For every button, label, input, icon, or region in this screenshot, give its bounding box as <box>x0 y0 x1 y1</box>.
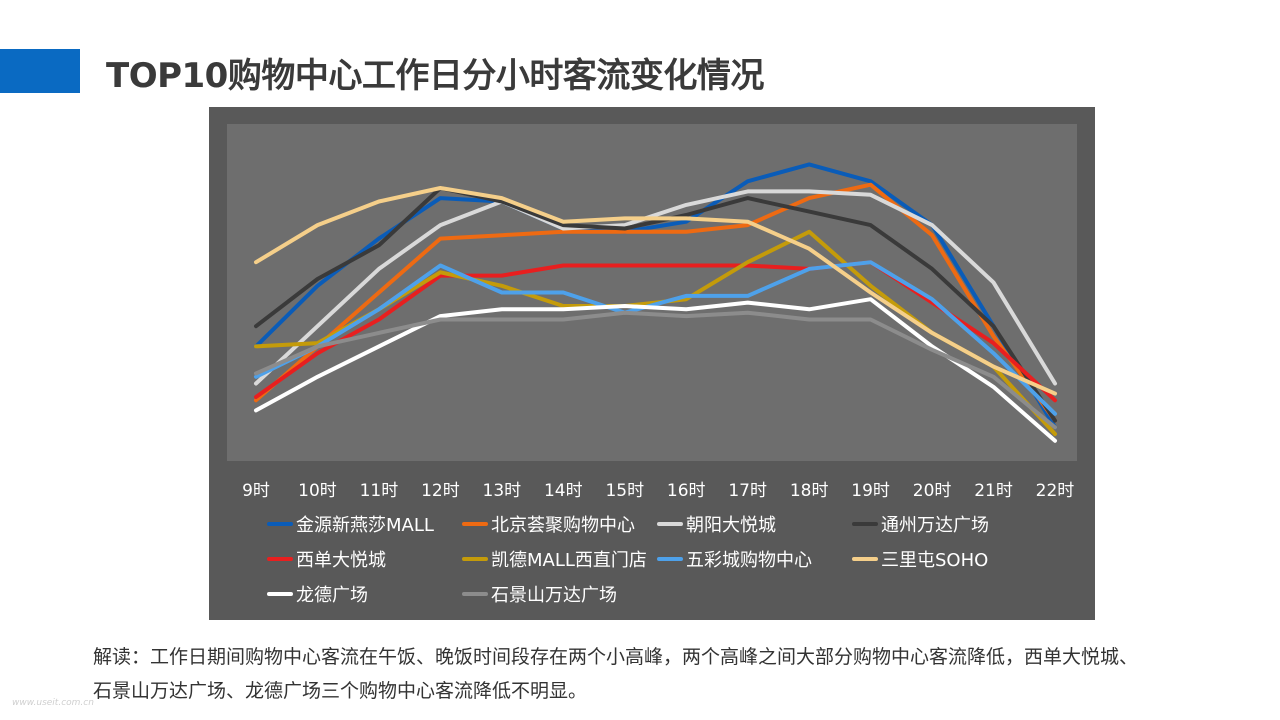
interpretation-line-1: 解读：工作日期间购物中心客流在午饭、晚饭时间段存在两个小高峰，两个高峰之间大部分… <box>93 646 1139 668</box>
series-line <box>254 260 1057 416</box>
legend-item: 西单大悦城 <box>267 546 386 572</box>
x-tick-label: 15时 <box>605 481 644 501</box>
x-tick-label: 22时 <box>1036 481 1075 501</box>
x-tick-label: 18时 <box>790 481 829 501</box>
series-line <box>254 189 1057 386</box>
legend-item: 三里屯SOHO <box>852 546 988 572</box>
title-accent-bar <box>0 49 80 93</box>
series-line <box>254 297 1057 443</box>
series-line <box>254 310 1057 430</box>
series-line <box>254 162 1057 430</box>
x-tick-label: 17时 <box>728 481 767 501</box>
x-tick-label: 11时 <box>360 481 399 501</box>
x-tick-label: 14时 <box>544 481 583 501</box>
legend-item: 石景山万达广场 <box>462 581 617 607</box>
legend-swatch <box>657 522 683 526</box>
chart-interpretation: 解读：工作日期间购物中心客流在午饭、晚饭时间段存在两个小高峰，两个高峰之间大部分… <box>93 640 1263 708</box>
legend-item: 北京荟聚购物中心 <box>462 511 635 537</box>
legend-swatch <box>462 522 488 526</box>
legend-item: 五彩城购物中心 <box>657 546 812 572</box>
legend-swatch <box>267 592 293 596</box>
series-line <box>254 260 1057 403</box>
x-tick-label: 19时 <box>851 481 890 501</box>
legend-item: 凯德MALL西直门店 <box>462 546 647 572</box>
legend-label: 金源新燕莎MALL <box>296 515 434 536</box>
legend-label: 石景山万达广场 <box>491 585 617 606</box>
legend-item: 龙德广场 <box>267 581 368 607</box>
legend-item: 金源新燕莎MALL <box>267 511 434 537</box>
chart-legend: 金源新燕莎MALL 北京荟聚购物中心 朝阳大悦城 通州万达广场西单大悦城 凯德MALL西… <box>267 511 1087 621</box>
page-title: TOP10购物中心工作日分小时客流变化情况 <box>106 56 764 96</box>
series-line <box>254 186 1057 396</box>
legend-swatch <box>462 592 488 596</box>
legend-swatch <box>462 557 488 561</box>
legend-label: 西单大悦城 <box>296 550 386 571</box>
legend-swatch <box>852 557 878 561</box>
x-tick-label: 12时 <box>421 481 460 501</box>
interpretation-line-2: 石景山万达广场、龙德广场三个购物中心客流降低不明显。 <box>93 680 588 702</box>
legend-swatch <box>852 522 878 526</box>
line-chart-panel: 9时 10时 11时 12时 13时 14时 15时 16时 17时 18时 19时 20时 21时 22… <box>209 107 1095 620</box>
legend-swatch <box>267 522 293 526</box>
legend-label: 五彩城购物中心 <box>686 550 812 571</box>
watermark: www.useit.com.cn <box>12 698 94 708</box>
legend-label: 北京荟聚购物中心 <box>491 515 635 536</box>
series-line <box>254 186 1057 423</box>
legend-item: 通州万达广场 <box>852 511 989 537</box>
series-line <box>254 182 1057 423</box>
plot-area <box>227 124 1077 461</box>
x-tick-label: 20时 <box>913 481 952 501</box>
x-tick-label: 10时 <box>298 481 337 501</box>
x-tick-label: 16时 <box>667 481 706 501</box>
x-tick-label: 9时 <box>242 481 270 501</box>
legend-label: 通州万达广场 <box>881 515 989 536</box>
x-tick-label: 21时 <box>974 481 1013 501</box>
legend-swatch <box>657 557 683 561</box>
legend-label: 朝阳大悦城 <box>686 515 776 536</box>
line-chart: 9时 10时 11时 12时 13时 14时 15时 16时 17时 18时 19时 20时 21时 22… <box>227 124 1077 501</box>
legend-label: 龙德广场 <box>296 585 368 606</box>
legend-label: 凯德MALL西直门店 <box>491 550 647 571</box>
legend-swatch <box>267 557 293 561</box>
legend-item: 朝阳大悦城 <box>657 511 776 537</box>
x-tick-label: 13时 <box>483 481 522 501</box>
legend-label: 三里屯SOHO <box>881 550 989 571</box>
